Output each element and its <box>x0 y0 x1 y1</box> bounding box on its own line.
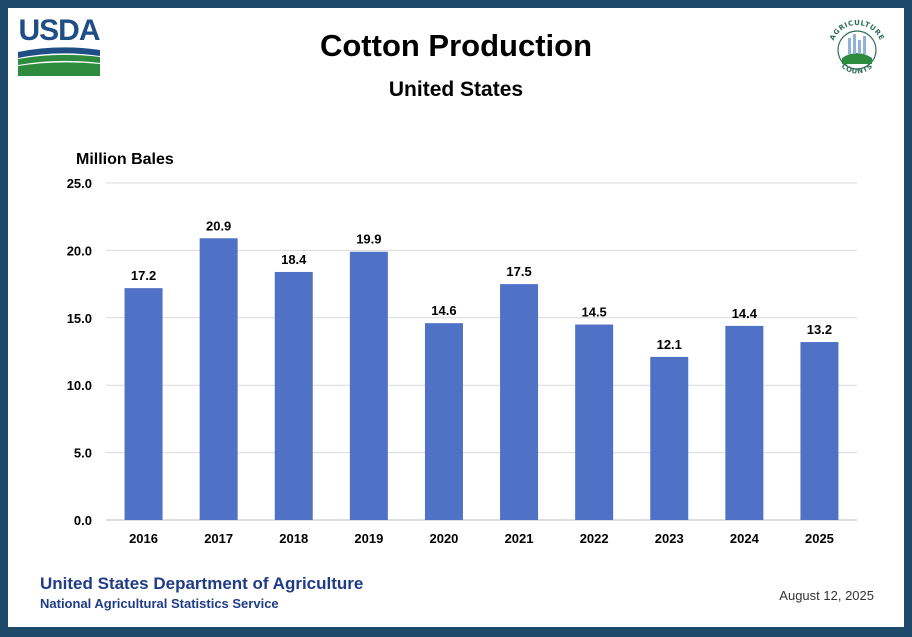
x-tick-label: 2025 <box>805 531 834 546</box>
y-tick-label: 10.0 <box>67 378 92 393</box>
data-label: 13.2 <box>807 322 832 337</box>
bar <box>575 324 614 520</box>
bar <box>725 325 764 520</box>
x-tick-label: 2020 <box>429 531 458 546</box>
data-label: 14.4 <box>732 306 758 321</box>
bar <box>349 251 388 521</box>
usda-logo-text: USDA <box>18 14 100 47</box>
data-label: 18.4 <box>281 252 307 267</box>
x-tick-label: 2019 <box>354 531 383 546</box>
y-tick-label: 15.0 <box>67 311 92 326</box>
bar <box>274 271 313 520</box>
y-tick-label: 5.0 <box>74 446 92 461</box>
data-label: 17.5 <box>506 264 531 279</box>
x-tick-label: 2022 <box>580 531 609 546</box>
chart-title: Cotton Production <box>319 28 593 63</box>
x-tick-label: 2021 <box>505 531 534 546</box>
y-tick-label: 25.0 <box>67 176 92 191</box>
x-tick-label: 2024 <box>730 531 760 546</box>
data-label: 12.1 <box>657 337 682 352</box>
data-label: 14.6 <box>431 303 456 318</box>
x-tick-label: 2023 <box>655 531 684 546</box>
chart-subtitle: United States <box>388 78 524 101</box>
usda-logo-field-icon <box>18 47 100 76</box>
x-tick-label: 2017 <box>204 531 233 546</box>
usda-logo: USDA <box>18 14 101 76</box>
data-label: 19.9 <box>356 232 381 247</box>
y-tick-label: 20.0 <box>67 243 92 258</box>
bar <box>199 238 238 520</box>
release-date: August 12, 2025 <box>779 588 874 603</box>
data-label: 14.5 <box>581 305 606 320</box>
ag-logo-bottom-text: COUNTS <box>840 62 874 76</box>
y-tick-label: 0.0 <box>74 513 92 528</box>
x-tick-label: 2016 <box>129 531 158 546</box>
data-label: 20.9 <box>206 218 231 233</box>
bar <box>424 323 463 520</box>
data-label: 17.2 <box>131 268 156 283</box>
x-tick-label: 2018 <box>279 531 308 546</box>
bar <box>124 288 163 520</box>
agency-name: United States Department of Agriculture <box>40 574 364 593</box>
bar <box>650 356 689 520</box>
bar <box>800 342 839 520</box>
service-name: National Agricultural Statistics Service <box>40 596 279 611</box>
bar <box>500 284 539 520</box>
y-axis-label: Million Bales <box>76 151 174 168</box>
svg-text:COUNTS: COUNTS <box>840 62 875 76</box>
agriculture-counts-logo: AGRICULTURE COUNTS <box>828 19 885 76</box>
